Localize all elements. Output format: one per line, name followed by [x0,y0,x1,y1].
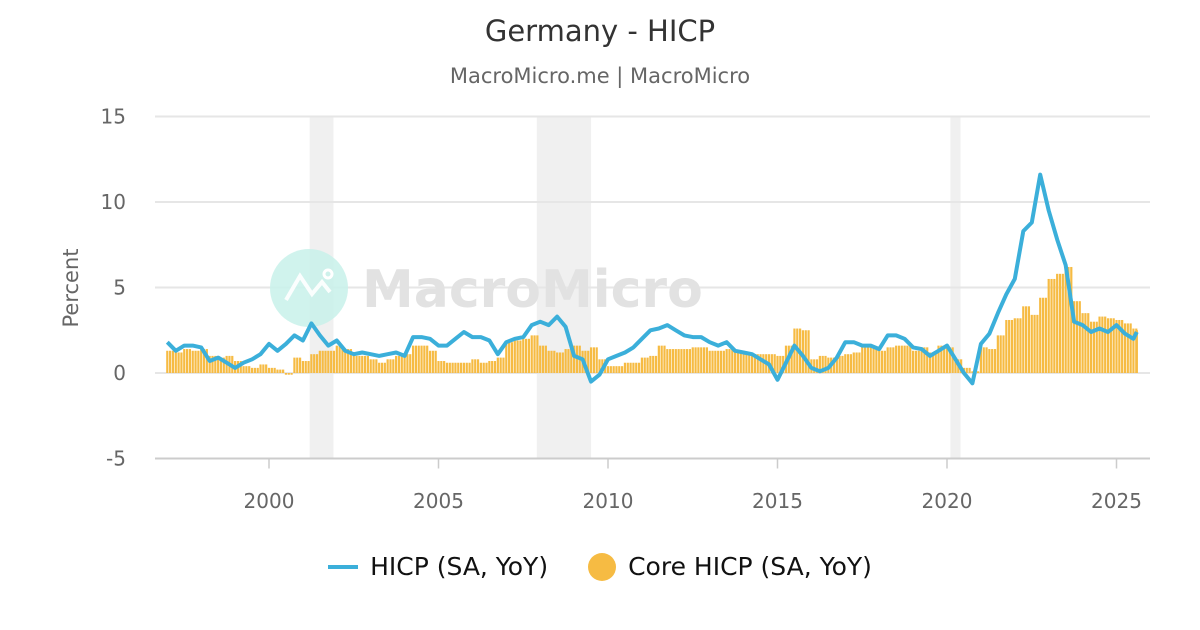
legend: HICP (SA, YoY) Core HICP (SA, YoY) [0,552,1200,581]
x-tick-label: 2015 [752,489,803,513]
circle-swatch-icon [588,552,617,581]
hicp-line[interactable] [165,172,1139,386]
line-swatch-icon [328,564,359,569]
legend-label-hicp: HICP (SA, YoY) [370,552,549,581]
x-tick-label: 2000 [244,489,295,513]
x-tick-label: 2010 [583,489,634,513]
x-axis: 2000 2005 2010 2015 2020 2025 [244,458,1142,513]
core-hicp-bars[interactable] [166,266,1138,375]
y-axis-label: Percent [59,248,83,327]
y-axis-ticks: -5 0 5 10 15 [101,105,126,471]
y-tick-label: 10 [101,190,126,214]
chart-subtitle: MacroMicro.me | MacroMicro [449,64,751,88]
y-tick-label: -5 [106,447,126,471]
x-tick-label: 2025 [1091,489,1142,513]
chart-title: Germany - HICP [484,14,716,48]
x-tick-label: 2005 [413,489,464,513]
y-tick-label: 5 [113,276,126,300]
y-tick-label: 0 [113,361,126,385]
y-tick-label: 15 [101,105,126,129]
watermark: MacroMicro [270,249,703,327]
watermark-text: MacroMicro [362,260,703,320]
x-tick-label: 2020 [922,489,973,513]
legend-item-core-hicp[interactable]: Core HICP (SA, YoY) [588,552,872,581]
legend-item-hicp[interactable]: HICP (SA, YoY) [328,552,548,581]
legend-label-core-hicp: Core HICP (SA, YoY) [628,552,872,581]
